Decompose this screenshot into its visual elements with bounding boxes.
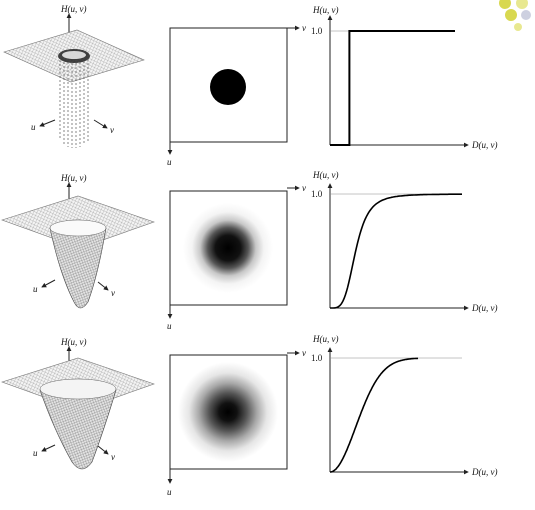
plot-one-tick: 1.0 [311,26,323,36]
surface-plot-ideal: H(u, v) u v [3,4,145,148]
image-u-label: u [167,487,172,497]
surface-v-label: v [111,452,115,462]
profile-curve-ideal [330,30,455,146]
row-gaussian: H(u, v) u v v u H(u, v) D(u, v) 1.0 [1,334,498,497]
image-u-label: u [167,157,172,167]
image-v-label: v [302,23,306,33]
profile-curve-gaussian [330,357,419,473]
surface-u-label: u [33,448,38,458]
surface-u-label: u [33,284,38,294]
corner-dot-3 [505,9,517,21]
plot-x-label: D(u, v) [471,303,498,313]
filter-image-ideal: v u [167,23,306,167]
surface-z-label: H(u, v) [60,337,87,347]
surface-plot-gaussian: H(u, v) u v [1,337,155,470]
plot-one-tick: 1.0 [311,189,323,199]
profile-plot-gaussian: H(u, v) D(u, v) 1.0 [311,334,498,477]
surface-u-label: u [31,122,36,132]
corner-dot-2 [516,0,528,9]
surface-v-label: v [110,125,114,135]
surface-z-label: H(u, v) [60,173,87,183]
plot-y-label: H(u, v) [312,5,339,15]
surface-z-label: H(u, v) [60,4,87,14]
row-ideal: H(u, v) u v v u [3,4,498,167]
plot-y-label: H(u, v) [312,170,339,180]
profile-plot-butterworth: H(u, v) D(u, v) 1.0 [311,170,498,313]
surface-plot-butterworth: H(u, v) u v [1,173,155,309]
plot-x-label: D(u, v) [471,140,498,150]
corner-dot-5 [514,23,522,31]
plot-one-tick: 1.0 [311,353,323,363]
corner-dot-4 [521,10,531,20]
row-butterworth: H(u, v) u v v u H(u, v) D(u, v) 1.0 [1,170,498,331]
filter-image-butterworth: v u [167,183,306,331]
image-v-label: v [302,348,306,358]
corner-dot-1 [499,0,511,9]
filter-image-gaussian: v u [167,348,306,497]
corner-dots [499,0,531,31]
profile-plot-ideal: H(u, v) D(u, v) 1.0 [311,5,498,150]
plot-y-label: H(u, v) [312,334,339,344]
surface-v-label: v [111,288,115,298]
profile-curve-butterworth [330,193,462,309]
filter-blob-ideal [210,69,246,105]
filter-blob-gaussian [178,362,278,462]
image-u-label: u [167,321,172,331]
image-v-label: v [302,183,306,193]
filter-blob-butterworth [183,203,273,293]
plot-x-label: D(u, v) [471,467,498,477]
